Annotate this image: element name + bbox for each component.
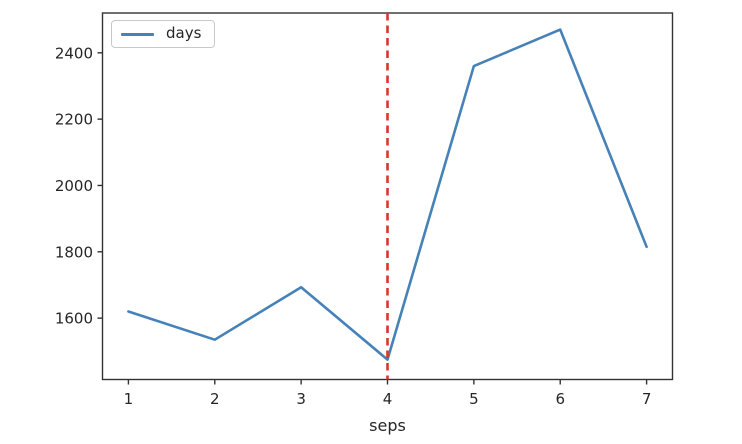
y-tick-label: 1800 — [55, 243, 93, 261]
legend: days — [111, 20, 216, 48]
x-tick-label: 5 — [469, 390, 479, 408]
x-tick-label: 7 — [642, 390, 652, 408]
x-tick-label: 1 — [124, 390, 134, 408]
x-tick-label: 4 — [383, 390, 393, 408]
y-tick-label: 2400 — [55, 44, 93, 62]
legend-line-sample — [121, 32, 154, 36]
y-tick-label: 2200 — [55, 111, 93, 129]
x-tick-label: 2 — [210, 390, 220, 408]
y-tick-label: 2000 — [55, 177, 93, 195]
x-tick-label: 3 — [296, 390, 306, 408]
y-tick-label: 1600 — [55, 310, 93, 328]
x-axis-title: seps — [369, 416, 406, 435]
x-tick-label: 6 — [555, 390, 565, 408]
data-line-days — [127, 28, 648, 361]
legend-label: days — [166, 23, 202, 42]
